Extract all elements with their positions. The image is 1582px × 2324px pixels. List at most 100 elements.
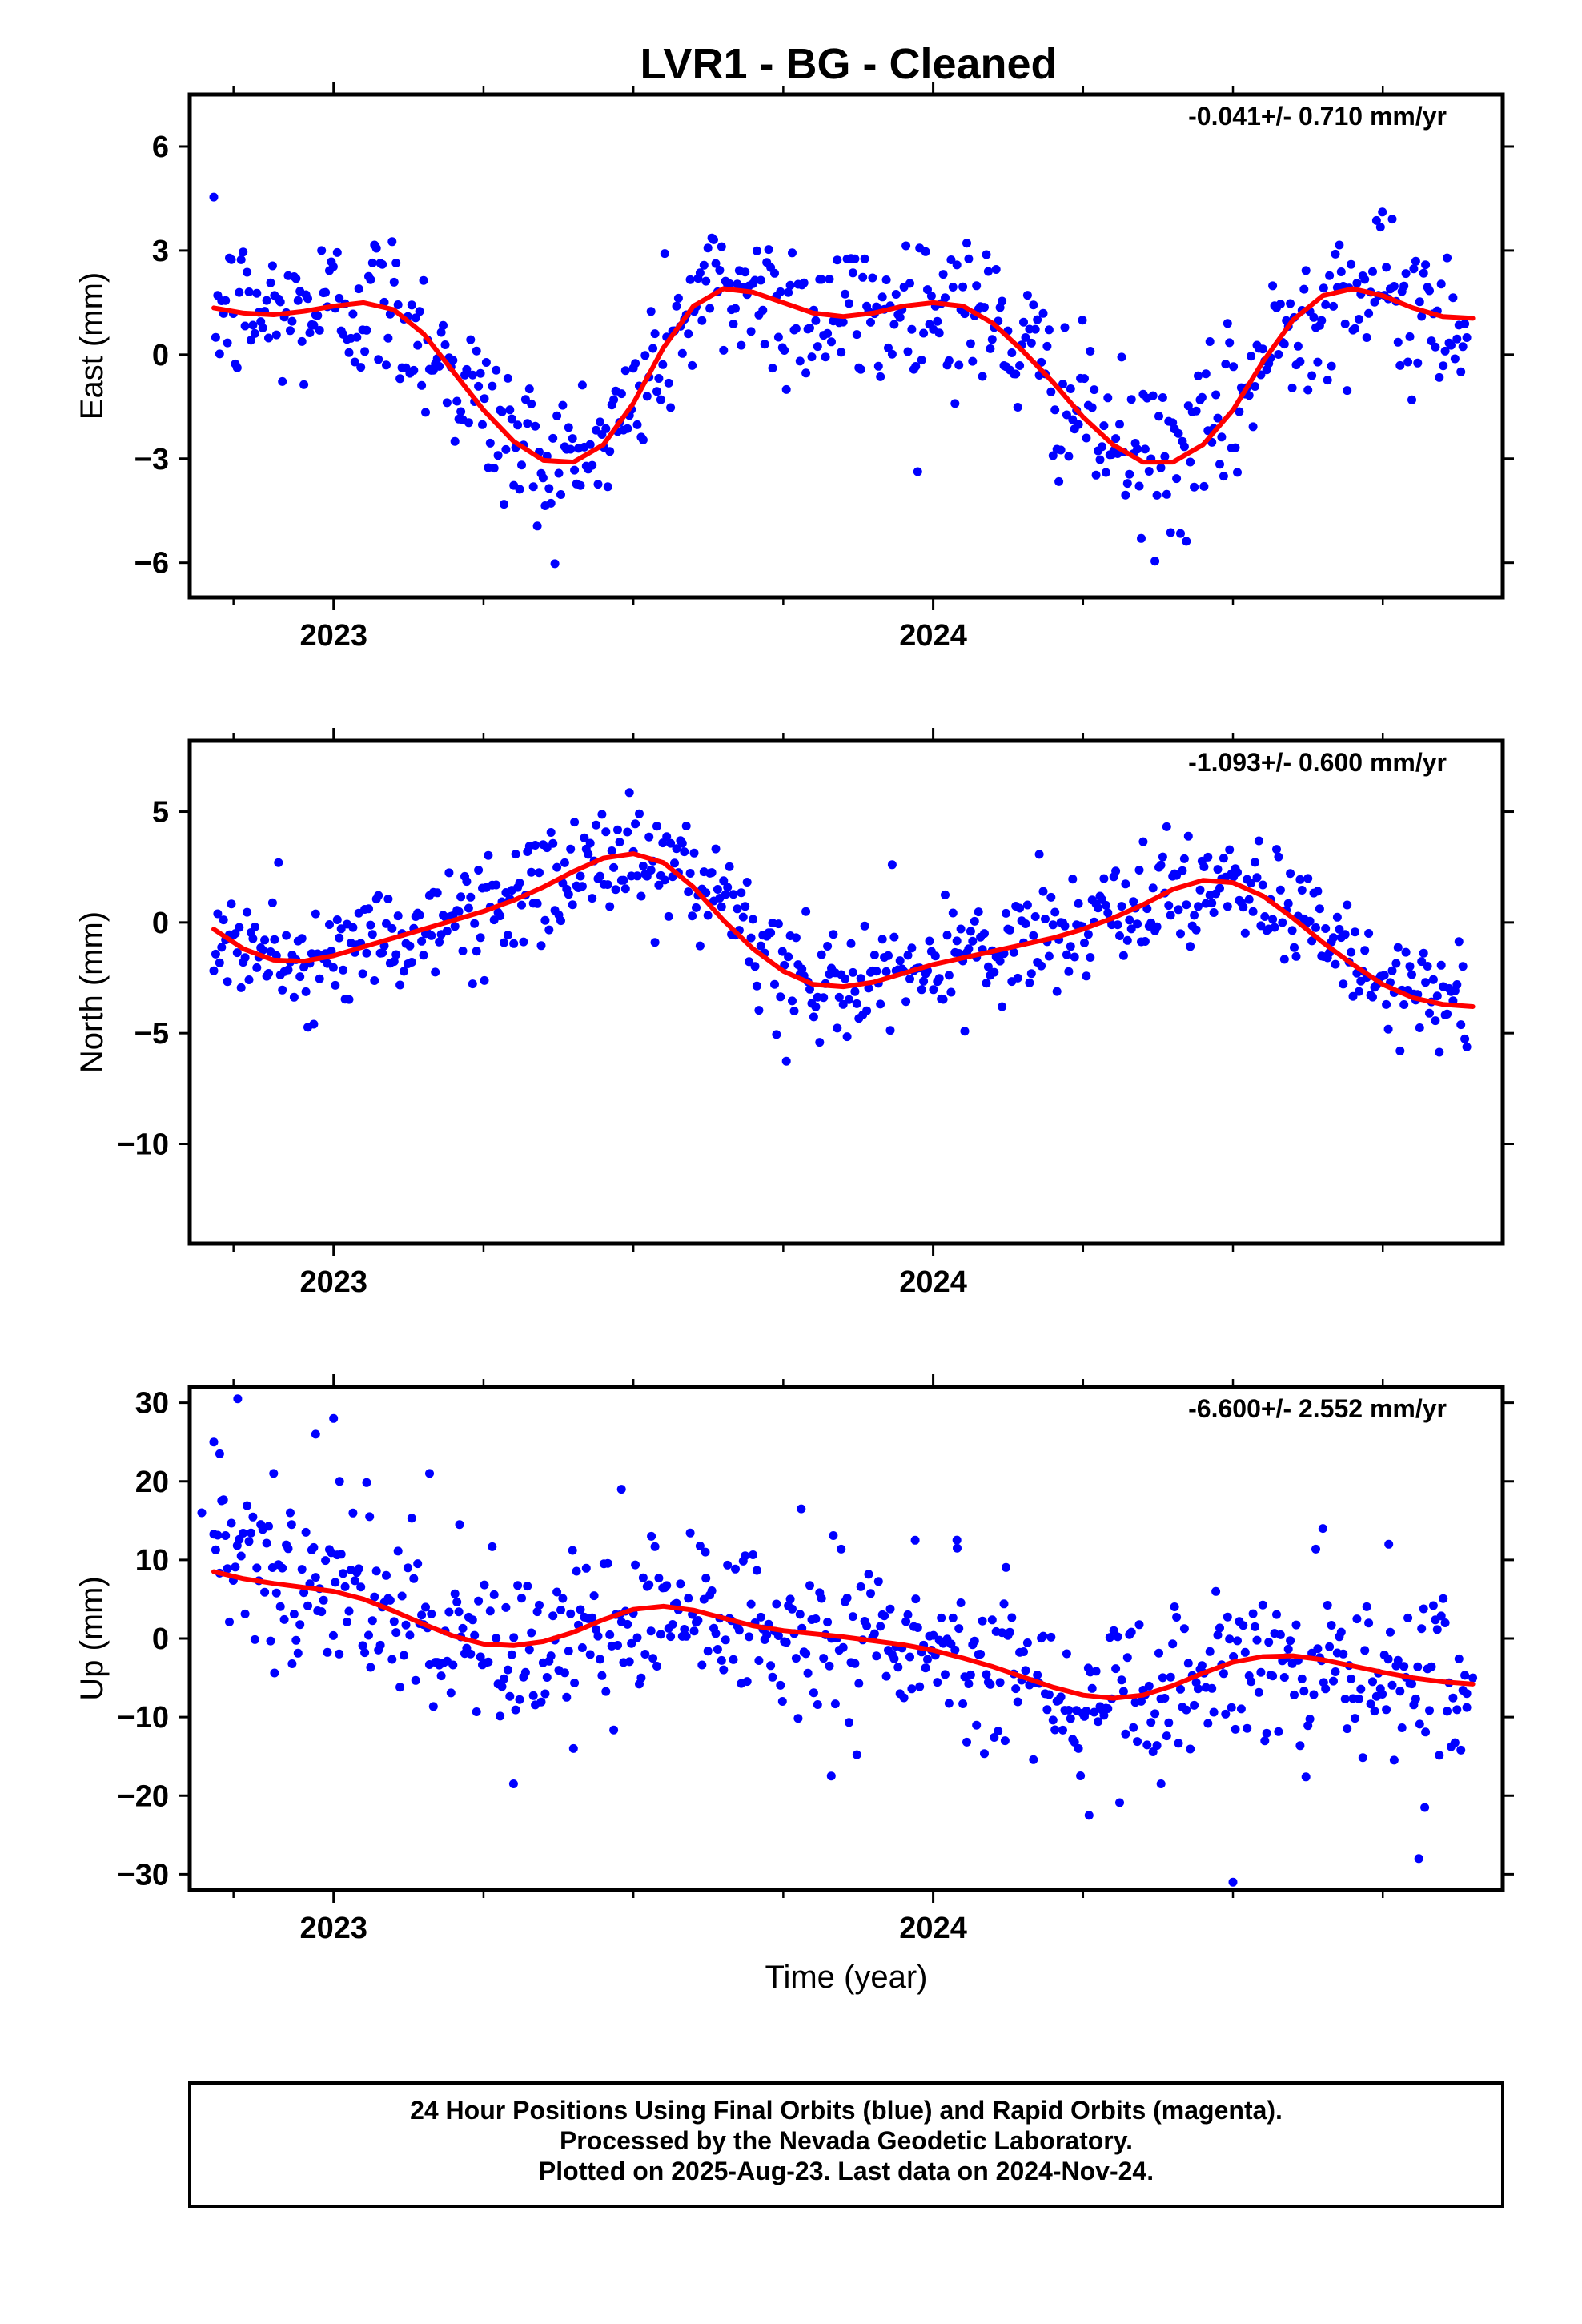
data-point (1133, 919, 1142, 929)
data-point (623, 424, 632, 433)
data-point (417, 1610, 427, 1620)
data-point (738, 912, 748, 922)
data-point (1274, 1727, 1283, 1736)
data-point (848, 967, 857, 977)
data-point (1270, 923, 1279, 932)
data-point (484, 850, 493, 860)
data-point (868, 273, 877, 283)
data-point (745, 1632, 754, 1642)
data-point (801, 1649, 811, 1659)
data-point (236, 1551, 246, 1561)
data-point (589, 1591, 599, 1601)
data-point (731, 1564, 740, 1574)
data-point (513, 420, 523, 430)
data-point (652, 1662, 661, 1671)
data-point (1428, 975, 1438, 984)
figure-title: LVR1 - BG - Cleaned (640, 40, 1057, 88)
data-point (366, 1663, 375, 1672)
data-point (688, 360, 697, 370)
data-point (597, 810, 607, 819)
data-point (248, 934, 258, 943)
data-point (752, 246, 761, 255)
data-point (260, 1587, 270, 1597)
data-point (948, 1613, 958, 1622)
data-point (948, 908, 958, 918)
data-point (854, 1679, 864, 1688)
data-point (1421, 260, 1431, 270)
data-point (1368, 992, 1377, 1002)
data-point (269, 1469, 279, 1478)
data-point (811, 1002, 821, 1011)
data-point (811, 316, 821, 325)
data-point (485, 1606, 495, 1616)
data-point (709, 235, 718, 244)
data-point (1099, 1711, 1109, 1720)
data-point (746, 1599, 756, 1609)
data-point (258, 323, 267, 332)
data-point (358, 1641, 367, 1651)
data-point (788, 1604, 797, 1614)
data-point (1211, 1586, 1221, 1596)
data-point (1054, 476, 1064, 486)
data-point (409, 365, 419, 375)
data-point (921, 1663, 930, 1673)
data-point (1194, 902, 1203, 911)
data-point (240, 1609, 250, 1618)
data-point (1301, 1772, 1311, 1782)
data-point (332, 247, 342, 257)
data-point (568, 1743, 578, 1753)
data-point (1290, 943, 1299, 952)
data-point (309, 1019, 319, 1029)
data-point (1068, 875, 1078, 884)
data-point (703, 243, 713, 253)
data-point (1190, 1700, 1199, 1710)
data-point (1176, 529, 1185, 538)
data-point (1215, 883, 1224, 893)
data-point (425, 1469, 434, 1478)
data-point (1152, 1741, 1162, 1751)
data-point (1078, 316, 1087, 325)
data-point (1247, 1677, 1256, 1687)
data-point (681, 822, 691, 830)
data-point (656, 395, 665, 404)
data-point (952, 936, 962, 946)
data-point (1178, 866, 1187, 875)
data-point (215, 958, 224, 967)
data-point (336, 1550, 346, 1559)
data-point (524, 1645, 534, 1655)
data-point (944, 1699, 954, 1708)
data-point (536, 1697, 546, 1707)
data-point (946, 255, 956, 264)
data-point (715, 266, 725, 275)
data-point (283, 1544, 293, 1554)
data-point (1454, 937, 1464, 947)
x-tick-label: 2023 (299, 619, 367, 653)
data-point (332, 915, 342, 924)
data-point (1307, 936, 1317, 946)
data-point (1299, 284, 1309, 294)
plot-data (197, 1394, 1478, 1887)
data-point (356, 363, 366, 372)
data-point (646, 307, 656, 316)
data-point (654, 1574, 664, 1583)
data-point (558, 400, 568, 410)
data-point (1126, 924, 1136, 934)
data-point (876, 999, 885, 1009)
data-point (1407, 395, 1416, 404)
data-point (221, 1531, 231, 1540)
data-point (966, 339, 975, 348)
data-point (236, 983, 246, 992)
data-point (1033, 1671, 1042, 1679)
data-point (520, 1667, 530, 1677)
data-point (462, 877, 472, 887)
data-point (1228, 1877, 1238, 1887)
data-point (862, 1621, 872, 1630)
data-point (1462, 333, 1472, 342)
data-point (523, 1582, 532, 1591)
data-point (866, 1589, 875, 1598)
data-point (474, 866, 484, 875)
data-point (856, 974, 865, 983)
data-point (1319, 283, 1328, 293)
data-point (1138, 837, 1148, 846)
x-tick-label: 2024 (899, 1265, 967, 1299)
